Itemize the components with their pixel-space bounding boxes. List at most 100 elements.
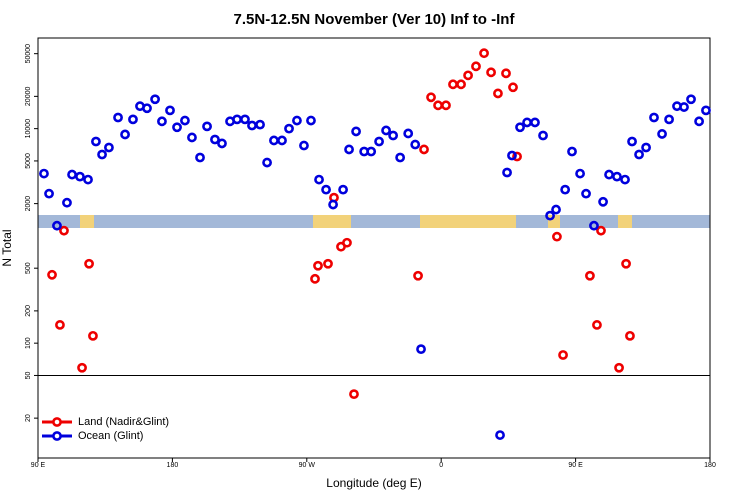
data-point	[486, 67, 496, 78]
y-tick-label: 20	[25, 414, 32, 422]
data-point	[47, 269, 57, 280]
y-axis-label: N Total	[0, 229, 14, 266]
data-point	[456, 79, 466, 90]
data-point	[701, 105, 711, 116]
y-tick-label: 5000	[25, 153, 32, 169]
data-point	[410, 139, 421, 150]
data-point	[507, 150, 517, 161]
data-point	[210, 134, 220, 145]
data-point	[52, 220, 62, 231]
x-tick-label: 90 E	[31, 462, 46, 469]
data-point	[284, 123, 294, 134]
data-point	[262, 157, 272, 168]
data-point	[314, 174, 324, 185]
data-point	[150, 94, 160, 105]
data-point	[634, 149, 644, 160]
legend-label: Ocean (Glint)	[78, 430, 143, 442]
data-point	[501, 68, 511, 79]
data-point	[515, 122, 525, 133]
data-point	[299, 140, 309, 151]
data-point	[97, 149, 107, 160]
x-tick-label: 180	[167, 462, 179, 469]
data-point	[627, 136, 637, 147]
data-point	[614, 362, 624, 373]
data-point	[344, 144, 354, 155]
data-point	[306, 115, 316, 126]
data-point	[641, 142, 651, 153]
data-point	[416, 344, 426, 355]
data-point	[419, 144, 429, 155]
data-point	[598, 196, 608, 207]
data-point	[403, 128, 414, 139]
data-point	[551, 204, 561, 215]
y-tick-label: 10000	[25, 119, 32, 139]
data-point	[165, 105, 175, 116]
data-point	[39, 168, 49, 179]
legend-label: Land (Nadir&Glint)	[78, 416, 169, 428]
data-point	[657, 129, 667, 139]
data-point	[381, 125, 391, 136]
y-tick-label: 200	[25, 305, 32, 317]
data-point	[349, 389, 359, 400]
legend-marker	[52, 417, 62, 427]
data-point	[620, 174, 630, 185]
data-point	[612, 171, 622, 182]
data-point	[694, 116, 704, 127]
data-point	[463, 70, 473, 81]
data-point	[567, 146, 577, 157]
data-point	[621, 258, 631, 269]
data-point	[187, 132, 197, 143]
y-tick-label: 50000	[25, 44, 32, 64]
data-point	[240, 114, 250, 125]
data-point	[366, 146, 377, 157]
data-point	[495, 430, 505, 440]
land-mask-band	[38, 215, 710, 228]
data-point	[91, 136, 101, 147]
data-point	[59, 225, 69, 236]
data-point	[558, 350, 568, 360]
data-point	[625, 330, 635, 341]
data-point	[471, 61, 481, 72]
data-point	[104, 142, 114, 153]
chart-title: 7.5N-12.5N November (Ver 10) Inf to -Inf	[234, 11, 516, 28]
y-tick-label: 100	[25, 337, 32, 349]
x-tick-label: 90 W	[299, 462, 316, 469]
data-point	[202, 121, 212, 132]
data-point	[321, 184, 331, 195]
data-point	[552, 231, 562, 242]
data-point	[596, 225, 606, 236]
data-point	[88, 330, 98, 341]
data-point	[575, 168, 585, 179]
data-point	[338, 184, 348, 195]
data-point	[75, 171, 85, 182]
data-point	[395, 152, 406, 163]
data-point	[180, 115, 190, 126]
data-point	[313, 260, 323, 271]
data-point	[277, 135, 287, 146]
y-tick-label: 20000	[25, 87, 32, 107]
data-point	[581, 188, 591, 199]
data-point	[560, 184, 571, 195]
x-tick-label: 180	[704, 462, 716, 469]
data-point	[44, 188, 54, 199]
plot-frame	[37, 37, 711, 459]
data-point	[77, 362, 87, 373]
x-tick-label: 0	[439, 462, 443, 469]
data-point	[479, 48, 489, 59]
data-point	[508, 82, 518, 93]
data-point	[351, 126, 361, 137]
data-point	[142, 103, 152, 114]
data-point	[441, 100, 451, 111]
data-point	[217, 138, 227, 149]
data-point	[512, 151, 522, 162]
data-point	[83, 174, 93, 185]
data-point	[84, 258, 94, 269]
data-point	[55, 320, 65, 330]
data-point	[589, 220, 599, 231]
data-point	[374, 136, 384, 147]
data-point	[310, 273, 320, 284]
data-point	[195, 152, 205, 163]
